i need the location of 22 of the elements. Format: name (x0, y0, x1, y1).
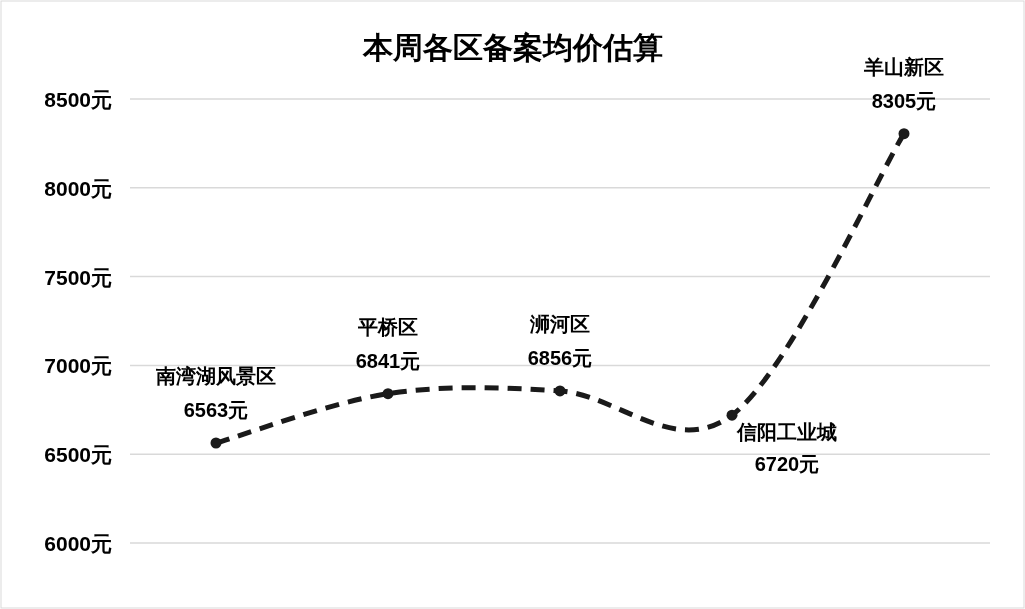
point (554, 385, 566, 397)
point (726, 409, 738, 421)
point (898, 128, 910, 140)
y-tick-label: 8500元 (44, 88, 112, 111)
data-label: 6841元 (355, 349, 421, 372)
data-label: 6720元 (754, 453, 820, 476)
y-tick-label: 6000元 (44, 532, 112, 555)
point (210, 437, 222, 449)
point (382, 388, 394, 400)
chart-title: 本周各区备案均价估算 (361, 31, 663, 64)
data-label: 6563元 (183, 399, 249, 422)
x-tick-label: 平桥区 (357, 315, 418, 338)
x-tick-label: 浉河区 (529, 312, 590, 335)
x-tick-label: 信阳工业城 (736, 421, 837, 444)
y-tick-label: 7500元 (44, 265, 112, 289)
data-label: 6856元 (527, 346, 593, 369)
x-tick-label: 羊山新区 (863, 55, 944, 78)
data-label: 8305元 (871, 89, 937, 112)
y-tick-label: 7000元 (44, 354, 112, 378)
y-tick-label: 6500元 (44, 443, 112, 467)
x-tick-label: 南湾湖风景区 (155, 365, 276, 388)
y-tick-label: 8000元 (44, 176, 112, 200)
